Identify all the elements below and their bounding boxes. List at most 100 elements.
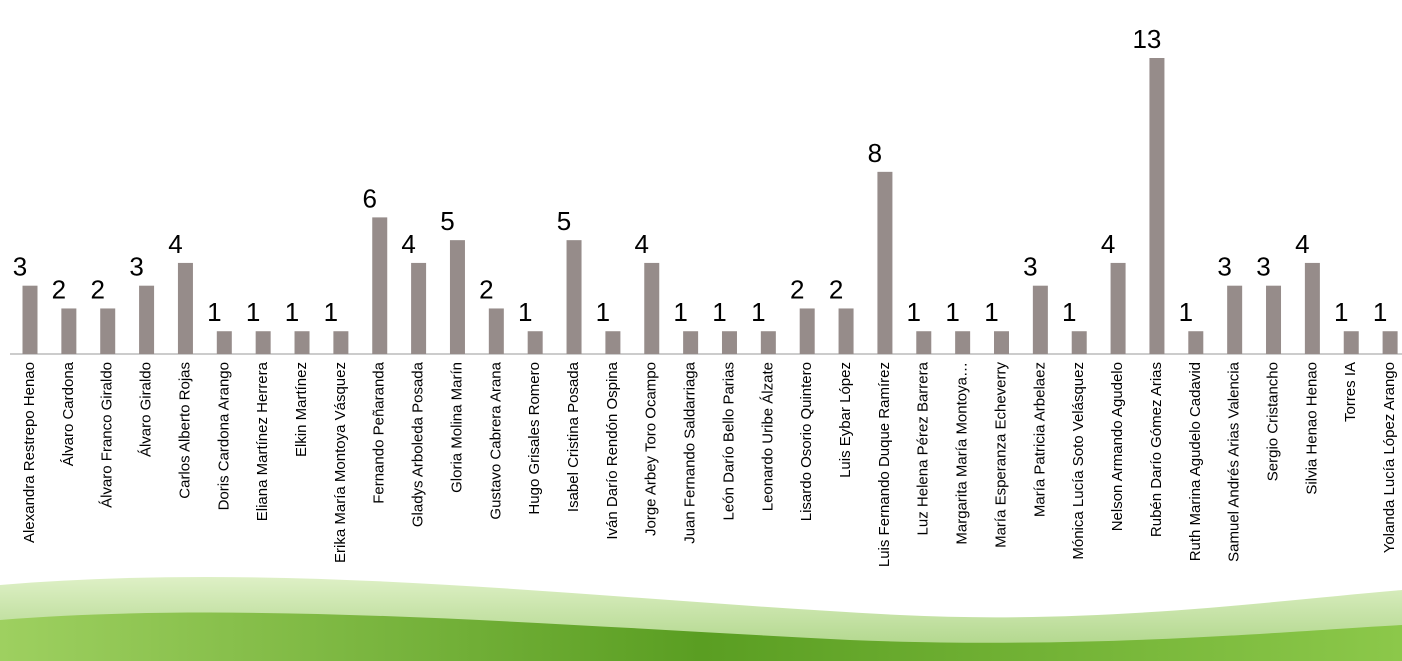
bar xyxy=(955,331,971,354)
data-label: 1 xyxy=(1062,297,1076,327)
bar xyxy=(1188,331,1204,354)
data-label: 2 xyxy=(790,274,804,304)
bar xyxy=(683,331,699,354)
x-tick-label: Elkin Martínez xyxy=(293,362,310,457)
data-label: 3 xyxy=(1023,252,1037,282)
data-label: 3 xyxy=(129,252,143,282)
x-tick-label: Alexandra Restrepo Henao xyxy=(21,362,38,543)
data-label: 4 xyxy=(1101,229,1115,259)
x-tick-label: Gladys Arboleda Posada xyxy=(410,361,427,527)
bar xyxy=(644,262,660,354)
x-tick-label: León Darío Bello Parias xyxy=(720,362,737,520)
bar xyxy=(916,331,932,354)
data-label: 4 xyxy=(168,229,182,259)
x-tick-label: Margarita María Montoya… xyxy=(954,362,971,545)
x-tick-label: Álvaro Giraldo xyxy=(138,362,155,457)
bar xyxy=(61,308,77,354)
bar xyxy=(216,331,232,354)
bar xyxy=(1149,58,1165,354)
data-label: 8 xyxy=(868,138,882,168)
bar xyxy=(760,331,776,354)
x-tick-label: Nelson Armando Agudelo xyxy=(1109,362,1126,531)
x-tick-label: Álvaro Cardona xyxy=(60,361,77,466)
data-label: 2 xyxy=(90,274,104,304)
bar xyxy=(22,285,38,354)
x-tick-label: Gustavo Cabrera Arana xyxy=(487,361,504,519)
x-tick-label: Luz Helena Pérez Barrera xyxy=(915,361,932,535)
data-label: 1 xyxy=(207,297,221,327)
data-label: 1 xyxy=(907,297,921,327)
data-label: 2 xyxy=(52,274,66,304)
x-tick-label: Samuel Andrés Arias Valencia xyxy=(1226,361,1243,561)
bar xyxy=(139,285,155,354)
x-tick-label: Yolanda Lucía López Arango xyxy=(1381,362,1398,553)
bar xyxy=(566,240,582,354)
bar xyxy=(799,308,815,354)
bar xyxy=(1071,331,1087,354)
bar xyxy=(1110,262,1126,354)
bar xyxy=(605,331,621,354)
bar xyxy=(877,171,893,354)
bar xyxy=(721,331,737,354)
x-tick-label: Jorge Arbey Toro Ocampo xyxy=(643,362,660,536)
data-label: 1 xyxy=(1179,297,1193,327)
bar xyxy=(449,240,465,354)
bar xyxy=(100,308,116,354)
x-tick-label: Carlos Alberto Rojas xyxy=(176,362,193,499)
data-label: 3 xyxy=(13,252,27,282)
data-label: 1 xyxy=(246,297,260,327)
x-tick-label: Ruth Marina Agudelo Cadavid xyxy=(1187,362,1204,561)
x-tick-label: Sergio Cristancho xyxy=(1264,362,1281,481)
data-label: 2 xyxy=(829,274,843,304)
bar xyxy=(1343,331,1359,354)
x-tick-label: Torres IA xyxy=(1342,362,1359,422)
data-label: 1 xyxy=(673,297,687,327)
data-label: 6 xyxy=(363,183,377,213)
data-label: 1 xyxy=(712,297,726,327)
data-label: 1 xyxy=(1373,297,1387,327)
bar xyxy=(1382,331,1398,354)
bar xyxy=(1227,285,1243,354)
x-tick-label: Isabel Cristina Posada xyxy=(565,361,582,512)
data-label: 1 xyxy=(324,297,338,327)
data-label: 1 xyxy=(945,297,959,327)
x-tick-label: Luis Eybar López xyxy=(837,362,854,478)
x-tick-label: Fernando Peñaranda xyxy=(371,361,388,503)
bar xyxy=(1032,285,1048,354)
x-tick-label: Erika María Montoya Vásquez xyxy=(332,362,349,563)
data-label: 1 xyxy=(751,297,765,327)
bar xyxy=(838,308,854,354)
data-label: 5 xyxy=(440,206,454,236)
bar xyxy=(1304,262,1320,354)
bar xyxy=(1266,285,1282,354)
bar xyxy=(527,331,543,354)
x-tick-label: Gloria Molina Marín xyxy=(448,362,465,493)
data-label: 1 xyxy=(984,297,998,327)
data-label: 4 xyxy=(635,229,649,259)
bar xyxy=(411,262,427,354)
x-tick-label: Hugo Grisales Romero xyxy=(526,362,543,515)
data-label: 2 xyxy=(479,274,493,304)
x-tick-label: Luis Fernando Duque Ramírez xyxy=(876,362,893,567)
x-tick-label: Iván Darío Rendón Ospina xyxy=(604,361,621,539)
x-tick-label: Silvia Henao Henao xyxy=(1303,362,1320,495)
data-label: 1 xyxy=(596,297,610,327)
x-tick-label: María Patricia Arbelaez xyxy=(1031,362,1048,517)
bar xyxy=(488,308,504,354)
bar xyxy=(177,262,193,354)
bar xyxy=(372,217,388,354)
data-label: 3 xyxy=(1256,252,1270,282)
data-label: 4 xyxy=(1295,229,1309,259)
x-tick-label: Doris Cardona Arango xyxy=(215,362,232,510)
x-tick-label: Rubén Darío Gómez Arias xyxy=(1148,362,1165,537)
data-label: 3 xyxy=(1217,252,1231,282)
data-label: 1 xyxy=(1334,297,1348,327)
data-label: 4 xyxy=(401,229,415,259)
x-tick-label: Leonardo Uribe Álzate xyxy=(759,362,776,511)
bar xyxy=(255,331,271,354)
bar xyxy=(333,331,349,354)
x-tick-label: María Esperanza Echeverry xyxy=(992,362,1009,548)
x-tick-label: Mónica Lucía Soto Velásquez xyxy=(1070,362,1087,560)
data-label: 1 xyxy=(285,297,299,327)
